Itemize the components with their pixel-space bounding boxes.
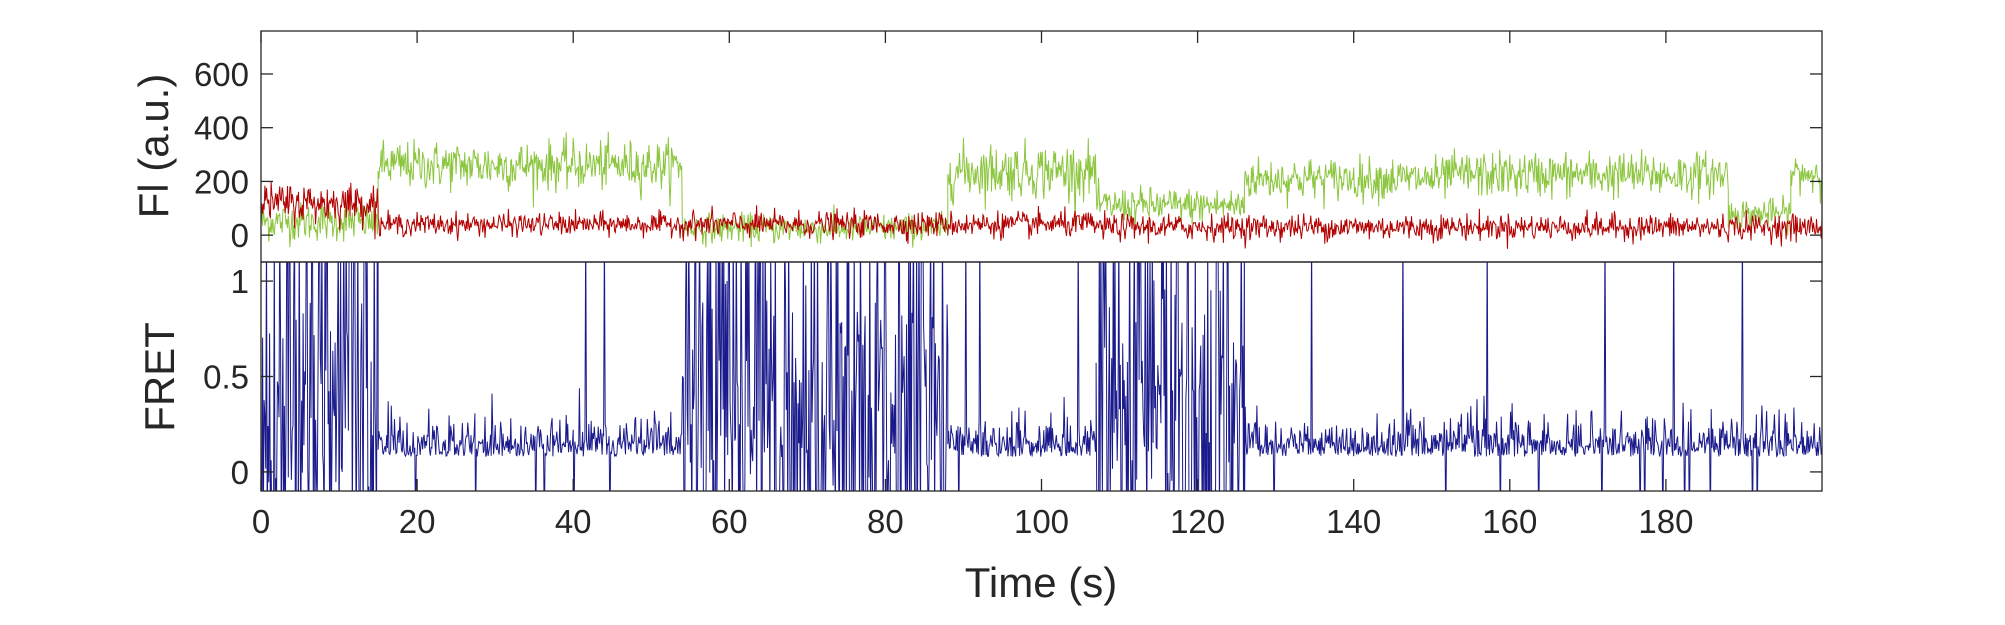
- time-x-tick-label: 160: [1482, 503, 1537, 540]
- fluorescence-y-axis-title: Fl (a.u.): [130, 74, 177, 219]
- red-channel-line: [261, 181, 1822, 249]
- time-x-tick-label: 20: [399, 503, 436, 540]
- time-x-tick-label: 0: [252, 503, 270, 540]
- fret-y-tick-label: 0.5: [203, 359, 249, 396]
- time-x-tick-label: 120: [1170, 503, 1225, 540]
- fret-panel: 00.51 0 20 40 60 80 100 120 140 160 180 FRET Time…: [136, 31, 1823, 606]
- time-x-tick-label: 140: [1326, 503, 1381, 540]
- time-x-tick-label: 80: [867, 503, 904, 540]
- fret-y-ticks: 00.51: [203, 263, 1822, 491]
- fret-efficiency-line: [261, 262, 1822, 491]
- fluorescence-panel: 0 200 400 600 Fl (a.u.): [130, 30, 1823, 263]
- fret-y-axis-title: FRET: [136, 322, 183, 432]
- fluorescence-y-tick-label: 200: [194, 163, 249, 200]
- time-x-ticks: 0 20 40 60 80 100 120 140 160 180: [252, 31, 1693, 540]
- fluorescence-y-ticks: 0 200 400 600: [194, 56, 1822, 254]
- fluorescence-y-tick-label: 0: [231, 217, 249, 254]
- fluorescence-y-tick-label: 400: [194, 110, 249, 147]
- time-x-axis-title: Time (s): [965, 559, 1117, 606]
- time-x-tick-label: 60: [711, 503, 748, 540]
- fret-y-tick-label: 1: [231, 263, 249, 300]
- time-x-tick-label: 180: [1638, 503, 1693, 540]
- fret-traces: [261, 262, 1822, 491]
- fret-axes-box: [260, 261, 1823, 492]
- fluorescence-traces: [261, 131, 1822, 249]
- fret-y-tick-label: 0: [231, 454, 249, 491]
- time-x-tick-label: 40: [555, 503, 592, 540]
- fluorescence-y-tick-label: 600: [194, 56, 249, 93]
- time-x-tick-label: 100: [1014, 503, 1069, 540]
- green-channel-line: [261, 131, 1822, 248]
